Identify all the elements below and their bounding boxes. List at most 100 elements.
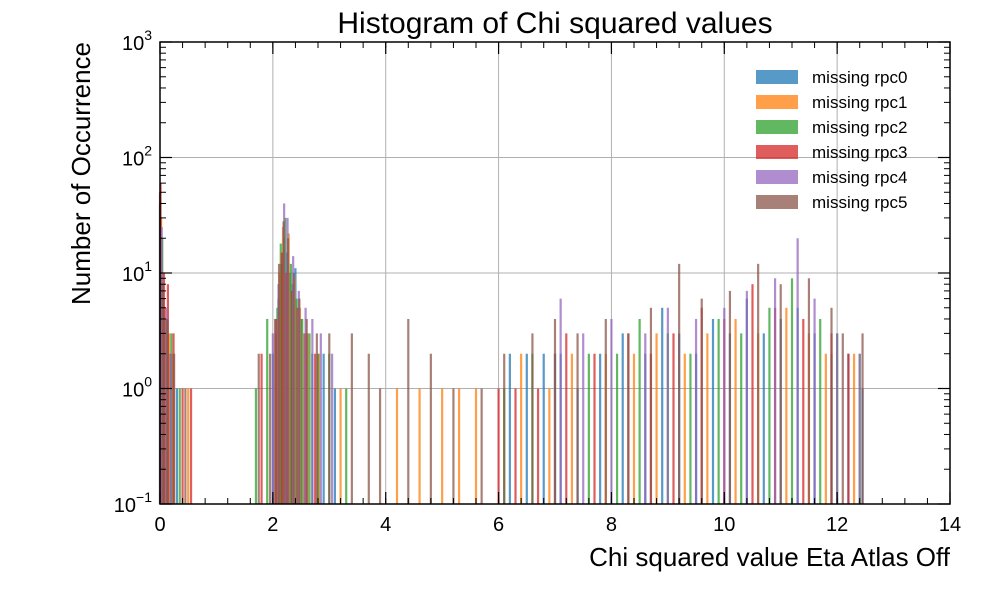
histogram-bar (474, 388, 478, 504)
x-tick-label: 4 (380, 514, 391, 536)
histogram-bar (785, 307, 788, 504)
histogram-bar (610, 318, 613, 504)
histogram-bar (779, 284, 782, 504)
histogram-bar (301, 318, 304, 504)
histogram-bar (711, 318, 715, 504)
histogram-bar (576, 333, 579, 504)
histogram-bar (304, 307, 307, 504)
histogram-bar (480, 388, 483, 504)
histogram-bar (508, 353, 511, 504)
histogram-bar (689, 353, 692, 504)
histogram-bar (593, 353, 596, 504)
histogram-bar (276, 307, 279, 504)
histogram-bar (333, 388, 337, 504)
legend-label: missing rpc3 (812, 143, 907, 162)
histogram-bar (288, 273, 291, 504)
legend-swatch (756, 170, 798, 184)
histogram-bars (158, 183, 864, 505)
histogram-bar (260, 353, 263, 504)
histogram-bar (303, 333, 306, 504)
legend-label: missing rpc0 (812, 68, 907, 87)
histogram-bar (841, 333, 844, 504)
histogram-bar (773, 278, 777, 504)
histogram-bar (407, 318, 410, 504)
histogram-bar (322, 353, 325, 504)
legend-swatch (756, 95, 798, 109)
histogram-bar (813, 298, 816, 504)
legend: missing rpc0 missing rpc1 missing rpc2 miss… (756, 68, 907, 212)
histogram-bar (740, 333, 743, 504)
histogram-bar (520, 353, 523, 504)
histogram-bar (723, 307, 726, 504)
x-tick-label: 6 (493, 514, 504, 536)
histogram-bar (277, 263, 281, 504)
histogram-bar (285, 273, 288, 504)
histogram-bar (819, 318, 822, 504)
histogram-bar (852, 353, 856, 504)
histogram-bar (350, 333, 353, 504)
histogram-bar (294, 268, 297, 504)
y-axis-label: Number of Occurrence (66, 42, 96, 305)
histogram-bar (836, 333, 839, 504)
histogram-bar (169, 353, 172, 504)
x-tick-label: 8 (606, 514, 617, 536)
histogram-bar (632, 353, 636, 504)
histogram-bar (678, 263, 681, 504)
histogram-bar (311, 318, 314, 504)
histogram-bar (717, 318, 720, 504)
histogram-bar (299, 318, 303, 504)
histogram-bar (565, 333, 568, 504)
legend-swatch (756, 145, 798, 159)
histogram-bar (536, 388, 540, 504)
histogram-bar (672, 333, 675, 504)
x-tick-label: 12 (826, 514, 848, 536)
histogram-bar (345, 388, 348, 504)
histogram-bar (171, 353, 174, 504)
histogram-bar (266, 318, 269, 504)
histogram-bar (790, 278, 794, 504)
histogram-bar (378, 388, 382, 504)
histogram-bar (254, 388, 258, 504)
histogram-bar (305, 318, 308, 504)
legend-label: missing rpc5 (812, 193, 907, 212)
histogram-bar (694, 318, 698, 504)
histogram-bar (457, 388, 461, 504)
histogram-bar (666, 307, 669, 504)
x-tick-label: 10 (713, 514, 735, 536)
legend-label: missing rpc2 (812, 118, 907, 137)
histogram-bar (181, 388, 184, 504)
histogram-bar (367, 353, 370, 504)
histogram-bar (683, 353, 686, 504)
histogram-bar (649, 307, 653, 504)
histogram-bar (280, 252, 283, 504)
histogram-bar (178, 388, 181, 504)
histogram-bar (621, 333, 624, 504)
histogram-bar (318, 353, 321, 504)
y-tick-label: 103 (122, 27, 152, 55)
histogram-bar (734, 318, 737, 504)
x-tick-label: 2 (267, 514, 278, 536)
histogram-bar (661, 307, 664, 504)
histogram-bar (604, 318, 607, 504)
histogram-bar (503, 353, 506, 504)
histogram-bar (292, 273, 295, 504)
histogram-bar (497, 388, 500, 504)
histogram-bar (268, 353, 272, 504)
x-tick-label: 14 (939, 514, 961, 536)
histogram-bar (830, 307, 833, 504)
histogram-bar (314, 353, 317, 504)
x-axis-label: Chi squared value Eta Atlas Off (589, 542, 951, 572)
histogram-bar (257, 353, 260, 504)
histogram-bar (441, 388, 444, 504)
histogram-bar (339, 388, 342, 504)
histogram-bar (328, 333, 331, 504)
y-tick-label: 102 (122, 143, 152, 171)
histogram-bar (861, 333, 864, 504)
histogram-bar (627, 333, 630, 504)
histogram-bar (638, 318, 641, 504)
x-axis: 0 2 4 6 8 10 12 14 (154, 42, 961, 536)
histogram-bar (298, 298, 301, 504)
histogram-bar (452, 388, 455, 504)
histogram-bar (173, 353, 176, 504)
